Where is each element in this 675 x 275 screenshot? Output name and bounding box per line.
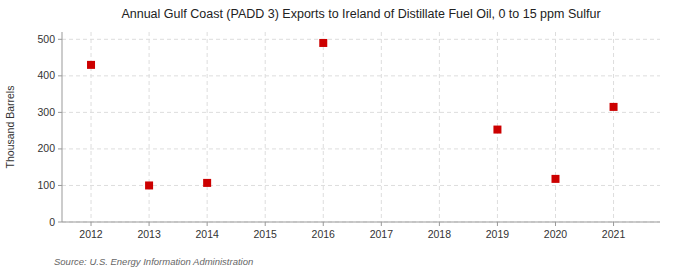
source-note: Source: U.S. Energy Information Administ… — [54, 256, 253, 267]
y-tick — [58, 185, 62, 186]
y-grid-line — [62, 148, 660, 149]
x-tick-label: 2017 — [370, 228, 394, 240]
x-tick — [207, 222, 208, 226]
y-grid-line — [62, 112, 660, 113]
y-grid-line — [62, 75, 660, 76]
title: Annual Gulf Coast (PADD 3) Exports to Ir… — [121, 7, 600, 21]
y-axis-line — [62, 32, 63, 222]
x-grid-line — [265, 32, 266, 222]
x-grid-line — [613, 32, 614, 222]
x-grid-line — [439, 32, 440, 222]
y-tick-label: 300 — [37, 106, 55, 118]
y-tick-label: 500 — [37, 33, 55, 45]
x-tick-label: 2013 — [137, 228, 161, 240]
point — [551, 175, 559, 183]
x-tick — [323, 222, 324, 226]
y-tick-label: 100 — [37, 179, 55, 191]
x-tick — [613, 222, 614, 226]
point — [145, 181, 153, 189]
x-grid-line — [555, 32, 556, 222]
y-grid-line — [62, 39, 660, 40]
points — [87, 39, 618, 190]
point — [87, 61, 95, 69]
y-tick — [58, 39, 62, 40]
x-tick — [497, 222, 498, 226]
y-tick — [58, 148, 62, 149]
x-grid-line — [207, 32, 208, 222]
chart: Annual Gulf Coast (PADD 3) Exports to Ir… — [0, 0, 675, 275]
x-tick-label: 2012 — [79, 228, 103, 240]
y-tick — [58, 222, 62, 223]
x-tick — [555, 222, 556, 226]
x-tick — [265, 222, 266, 226]
point — [610, 103, 618, 111]
y-tick — [58, 112, 62, 113]
x-tick-label: 2014 — [195, 228, 219, 240]
grid — [62, 32, 660, 222]
x-tick — [149, 222, 150, 226]
point — [319, 39, 327, 47]
y-tick-label: 400 — [37, 69, 55, 81]
x-tick-label: 2020 — [544, 228, 568, 240]
x-tick — [381, 222, 382, 226]
point — [493, 126, 501, 134]
x-tick-label: 2016 — [312, 228, 336, 240]
x-tick — [439, 222, 440, 226]
x-tick-label: 2019 — [486, 228, 510, 240]
y-axis-label: Thousand Barrels — [4, 86, 16, 169]
x-tick-label: 2018 — [428, 228, 452, 240]
x-grid-line — [91, 32, 92, 222]
x-tick-label: 2015 — [254, 228, 278, 240]
x-axis-line — [62, 222, 660, 223]
x-tick — [91, 222, 92, 226]
x-tick-label: 2021 — [602, 228, 626, 240]
x-grid-line — [381, 32, 382, 222]
y-tick-label: 200 — [37, 142, 55, 154]
y-grid-line — [62, 222, 660, 223]
point — [203, 179, 211, 187]
y-tick — [58, 75, 62, 76]
y-tick-label: 0 — [49, 216, 55, 228]
x-grid-line — [149, 32, 150, 222]
x-grid-line — [323, 32, 324, 222]
